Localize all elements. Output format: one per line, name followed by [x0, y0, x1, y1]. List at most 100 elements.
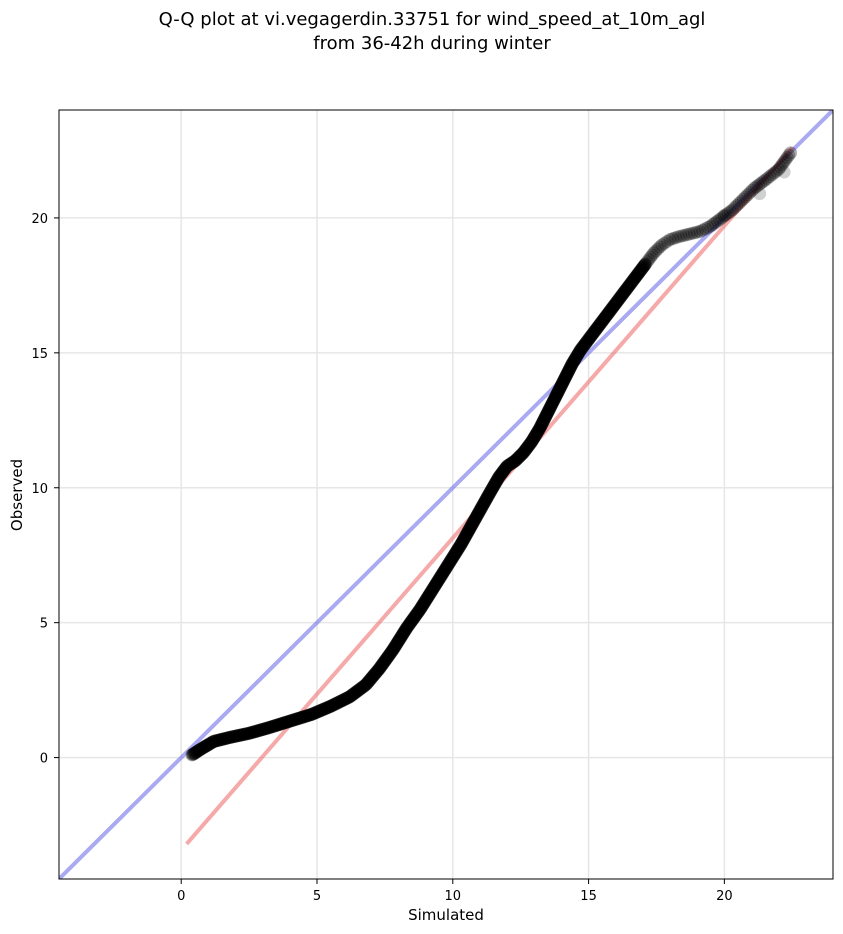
- quantile-point: [313, 704, 327, 718]
- quantile-point: [531, 425, 545, 439]
- quantile-point: [584, 329, 598, 343]
- quantile-point: [258, 722, 272, 736]
- quantile-point: [280, 715, 294, 729]
- quantile-point: [576, 340, 590, 354]
- quantile-point: [563, 362, 577, 376]
- quantile-point: [396, 626, 410, 640]
- quantile-point: [559, 369, 573, 383]
- quantile-point: [543, 401, 557, 415]
- quantile-point: [617, 286, 631, 300]
- quantile-point: [205, 736, 219, 750]
- quantile-point: [603, 304, 617, 318]
- quantile-point: [606, 300, 620, 314]
- quantile-point: [538, 411, 552, 425]
- quantile-point: [549, 390, 563, 404]
- quantile-point: [412, 603, 426, 617]
- quantile-point: [488, 477, 502, 491]
- quantile-point: [332, 695, 346, 709]
- quantile-point: [600, 308, 614, 322]
- quantile-point: [271, 718, 285, 732]
- quantile-point: [213, 733, 227, 747]
- quantile-point: [525, 435, 539, 449]
- quantile-point: [227, 730, 241, 744]
- quantile-point: [539, 409, 553, 423]
- quantile-point: [530, 425, 544, 439]
- quantile-point: [426, 581, 440, 595]
- quantile-point: [363, 673, 377, 687]
- quantile-point: [565, 357, 579, 371]
- quantile-point: [213, 733, 227, 747]
- quantile-point: [211, 733, 225, 747]
- quantile-point: [589, 323, 603, 337]
- quantile-point: [619, 283, 633, 297]
- quantile-point: [321, 700, 335, 714]
- quantile-point: [608, 298, 622, 312]
- quantile-point: [578, 338, 592, 352]
- quantile-point: [434, 569, 448, 583]
- quantile-point: [504, 456, 518, 470]
- quantile-point: [481, 489, 495, 503]
- quantile-point: [349, 685, 363, 699]
- quantile-point: [409, 608, 423, 622]
- quantile-point: [564, 359, 578, 373]
- quantile-point: [604, 303, 618, 317]
- quantile-point: [424, 585, 438, 599]
- quantile-point: [551, 384, 565, 398]
- quantile-point: [569, 351, 583, 365]
- quantile-point: [408, 609, 422, 623]
- quantile-point: [452, 540, 466, 554]
- quantile-point: [426, 583, 440, 597]
- quantile-point: [556, 374, 570, 388]
- quantile-point: [544, 399, 558, 413]
- quantile-point: [743, 186, 757, 200]
- quantile-point: [401, 619, 415, 633]
- quantile-point: [530, 426, 544, 440]
- quantile-point: [498, 462, 512, 476]
- quantile-point: [268, 719, 282, 733]
- quantile-point: [249, 724, 263, 738]
- quantile-point: [393, 632, 407, 646]
- quantile-point: [383, 647, 397, 661]
- quantile-point: [263, 720, 277, 734]
- quantile-point: [400, 620, 414, 634]
- quantile-point: [336, 693, 350, 707]
- quantile-point: [666, 232, 680, 246]
- quantile-point: [577, 339, 591, 353]
- quantile-point: [375, 658, 389, 672]
- quantile-point: [541, 405, 555, 419]
- quantile-point: [241, 727, 255, 741]
- quantile-point: [480, 490, 494, 504]
- quantile-point: [264, 720, 278, 734]
- quantile-point: [276, 716, 290, 730]
- quantile-point: [428, 579, 442, 593]
- quantile-point: [550, 387, 564, 401]
- quantile-point: [467, 514, 481, 528]
- quantile-point: [401, 619, 415, 633]
- quantile-point: [522, 438, 536, 452]
- quantile-point: [588, 324, 602, 338]
- quantile-point: [756, 175, 770, 189]
- quantile-point: [279, 715, 293, 729]
- quantile-point: [387, 641, 401, 655]
- quantile-point: [706, 217, 720, 231]
- quantile-points: [185, 146, 798, 762]
- quantile-point: [512, 451, 526, 465]
- quantile-point: [369, 666, 383, 680]
- quantile-point: [553, 381, 567, 395]
- quantile-point: [585, 328, 599, 342]
- quantile-point: [252, 724, 266, 738]
- quantile-point: [491, 472, 505, 486]
- quantile-point: [495, 466, 509, 480]
- quantile-point: [533, 420, 547, 434]
- quantile-point: [570, 349, 584, 363]
- quantile-point: [626, 274, 640, 288]
- quantile-point: [457, 531, 471, 545]
- quantile-point: [285, 713, 299, 727]
- quantile-point: [294, 711, 308, 725]
- quantile-point: [370, 665, 384, 679]
- quantile-point: [382, 649, 396, 663]
- quantile-point: [557, 372, 571, 386]
- quantile-point: [329, 697, 343, 711]
- quantile-point: [351, 684, 365, 698]
- quantile-point: [436, 566, 450, 580]
